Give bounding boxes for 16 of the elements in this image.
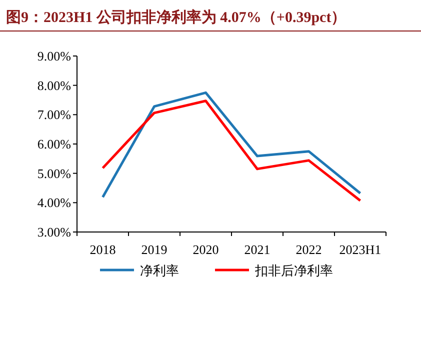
x-tick-label: 2023H1 <box>339 242 382 257</box>
legend-label: 扣非后净利率 <box>254 263 333 279</box>
y-tick-label: 9.00% <box>37 48 72 64</box>
x-tick-label: 2022 <box>296 242 322 257</box>
y-tick-label: 5.00% <box>37 166 72 181</box>
y-tick-label: 8.00% <box>37 78 72 93</box>
y-tick-label: 3.00% <box>37 224 72 240</box>
legend-label: 净利率 <box>140 263 179 279</box>
y-tick-label: 4.00% <box>37 195 72 210</box>
y-tick-label: 6.00% <box>37 136 72 152</box>
x-tick-label: 2020 <box>192 242 219 257</box>
chart-title: 图9：2023H1 公司扣非净利率为 4.07%（+0.39pct） <box>6 8 346 26</box>
x-tick-label: 2019 <box>141 242 168 257</box>
x-tick-label: 2018 <box>90 242 116 257</box>
x-tick-label: 2021 <box>244 242 270 257</box>
y-tick-label: 7.00% <box>37 107 72 122</box>
